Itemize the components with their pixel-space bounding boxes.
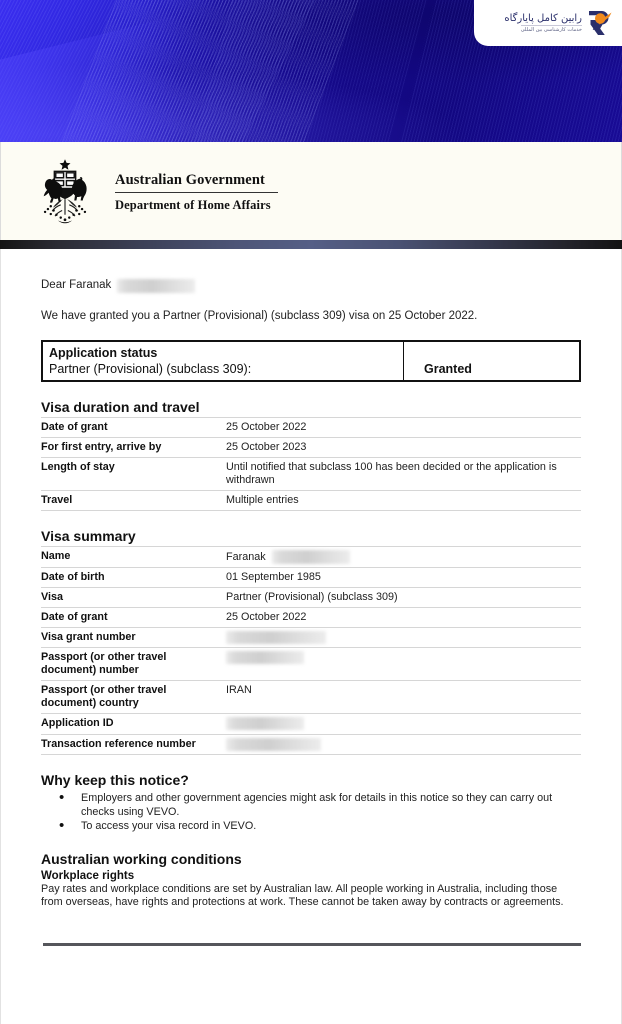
redacted-value	[226, 717, 304, 731]
row-label: Name	[41, 546, 226, 568]
row-label: Date of birth	[41, 567, 226, 588]
working-conditions-heading: Australian working conditions	[41, 850, 242, 867]
hero-banner: رابین کامل پایارگاه خدمات کارشناسی بین ا…	[0, 0, 622, 142]
row-value	[226, 713, 581, 735]
row-value: Partner (Provisional) (subclass 309)	[226, 587, 581, 608]
status-badge: Granted	[424, 362, 472, 376]
row-value: Until notified that subclass 100 has bee…	[226, 457, 581, 491]
greeting-line: Dear Faranak	[41, 278, 581, 293]
gov-title-secondary: Department of Home Affairs	[115, 198, 271, 212]
workplace-rights-subheading: Workplace rights	[41, 869, 135, 882]
row-value	[226, 626, 581, 648]
government-titles: Australian Government Department of Home…	[115, 171, 278, 213]
application-status-title: Application status	[49, 346, 158, 360]
table-row: Date of birth 01 September 1985	[41, 567, 581, 588]
row-label: Transaction reference number	[41, 733, 226, 756]
row-label: Visa grant number	[41, 626, 226, 648]
logo-mark-icon	[589, 11, 612, 35]
redacted-value	[226, 631, 326, 644]
intro-paragraph: We have granted you a Partner (Provision…	[41, 310, 478, 322]
banner-line-pattern-c	[155, 0, 465, 142]
row-label: Date of grant	[41, 417, 226, 438]
row-label: Application ID	[41, 713, 226, 735]
row-value: IRAN	[226, 680, 581, 714]
table-row: Date of grant 25 October 2022	[41, 607, 581, 628]
row-label: Passport (or other travel document) coun…	[41, 680, 226, 714]
visa-summary-heading: Visa summary	[41, 528, 136, 544]
table-row: Name Faranak	[41, 546, 581, 568]
row-label: Length of stay	[41, 457, 226, 491]
row-value	[226, 647, 581, 681]
row-label: Visa	[41, 587, 226, 608]
gov-title-primary: Australian Government	[115, 172, 278, 193]
footer-divider	[43, 943, 581, 946]
table-row: Length of stay Until notified that subcla…	[41, 457, 581, 491]
table-row: Travel Multiple entries	[41, 490, 581, 511]
banner-light-facet	[0, 0, 284, 142]
table-row: Transaction reference number	[41, 733, 581, 756]
australian-coat-of-arms-icon	[43, 159, 87, 224]
logo-primary-text: رابین کامل پایارگاه	[504, 12, 582, 24]
visa-duration-heading: Visa duration and travel	[41, 399, 200, 415]
header-divider-bar	[0, 240, 622, 249]
application-status-right: Granted	[404, 342, 579, 380]
document-body: Dear Faranak We have granted you a Partn…	[0, 249, 622, 1024]
visa-summary-tbody: Name Faranak Date of birth 01 September 198…	[41, 546, 581, 756]
row-value: 01 September 1985	[226, 567, 581, 588]
company-logo-card[interactable]: رابین کامل پایارگاه خدمات کارشناسی بین ا…	[474, 0, 622, 46]
visa-summary-table: Name Faranak Date of birth 01 September 198…	[41, 546, 581, 756]
table-row: Passport (or other travel document) coun…	[41, 680, 581, 714]
table-row: Passport (or other travel document) numb…	[41, 647, 581, 681]
government-header: Australian Government Department of Home…	[0, 142, 622, 242]
banner-line-pattern-a	[0, 0, 354, 142]
application-status-box: Application status Partner (Provisional)…	[41, 340, 581, 382]
table-row: Application ID	[41, 713, 581, 735]
table-row: Visa Partner (Provisional) (subclass 309)	[41, 587, 581, 608]
logo-secondary-text: خدمات کارشناسی بین المللی	[520, 24, 582, 33]
row-value: Faranak	[226, 546, 581, 568]
row-value: 25 October 2022	[226, 417, 581, 438]
redacted-value	[226, 651, 304, 665]
redacted-value	[226, 737, 321, 751]
row-label: Travel	[41, 490, 226, 511]
application-status-subject: Partner (Provisional) (subclass 309):	[49, 362, 252, 376]
row-value	[226, 733, 581, 756]
list-item: Employers and other government agencies …	[59, 790, 581, 819]
logo-wordmark: رابین کامل پایارگاه خدمات کارشناسی بین ا…	[504, 13, 582, 34]
row-label: For first entry, arrive by	[41, 437, 226, 458]
table-row: Date of grant 25 October 2022	[41, 417, 581, 438]
why-keep-list: Employers and other government agencies …	[41, 790, 581, 834]
row-value: Multiple entries	[226, 490, 581, 511]
table-row: Visa grant number	[41, 626, 581, 648]
greeting-text: Dear Faranak	[41, 279, 112, 291]
table-row: For first entry, arrive by 25 October 202…	[41, 437, 581, 458]
why-keep-heading: Why keep this notice?	[41, 772, 189, 789]
banner-line-pattern-b	[16, 0, 404, 142]
visa-duration-tbody: Date of grant 25 October 2022 For first en…	[41, 417, 581, 511]
row-label: Passport (or other travel document) numb…	[41, 647, 226, 681]
workplace-rights-paragraph: Pay rates and workplace conditions are s…	[41, 882, 564, 909]
row-value: 25 October 2023	[226, 437, 581, 458]
application-status-left: Application status Partner (Provisional)…	[43, 342, 404, 380]
row-value: 25 October 2022	[226, 607, 581, 628]
redacted-surname	[117, 278, 196, 293]
redacted-value	[271, 550, 350, 564]
visa-duration-table: Date of grant 25 October 2022 For first en…	[41, 417, 581, 511]
list-item: To access your visa record in VEVO.	[59, 818, 581, 834]
row-label: Date of grant	[41, 607, 226, 628]
